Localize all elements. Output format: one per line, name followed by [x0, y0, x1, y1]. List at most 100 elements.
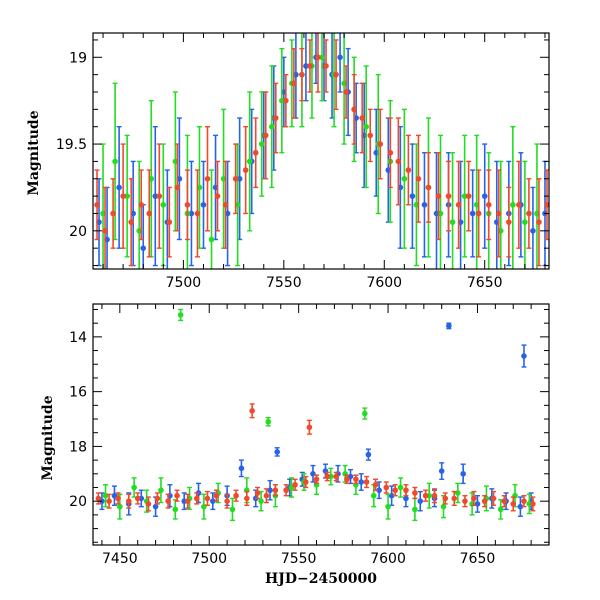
- top-data-point: [401, 175, 408, 182]
- bottom-data-point: [174, 492, 180, 499]
- top-ytick-label: 19.5: [56, 137, 87, 153]
- bottom-data-point: [106, 498, 112, 504]
- top-data-point: [102, 228, 108, 234]
- bottom-data-point: [95, 495, 102, 502]
- top-data-point: [242, 167, 249, 173]
- bottom-data-point: [344, 476, 350, 483]
- bottom-data-point: [238, 465, 245, 472]
- top-data-point: [323, 63, 329, 69]
- bottom-data-point: [272, 487, 279, 494]
- top-data-point: [485, 201, 492, 208]
- bottom-data-point: [365, 451, 372, 458]
- bottom-data-point: [431, 492, 438, 499]
- bottom-data-point: [274, 449, 280, 455]
- bottom-data-point: [265, 418, 272, 425]
- top-data-point: [299, 71, 305, 78]
- bottom-data-point: [333, 473, 340, 480]
- top-data-point: [469, 210, 476, 217]
- top-data-point: [495, 210, 502, 217]
- bottom-data-point: [152, 503, 159, 510]
- bottom-data-point: [392, 487, 399, 494]
- top-data-point: [475, 210, 482, 217]
- top-data-point: [184, 201, 191, 208]
- bottom-data-point: [229, 506, 236, 513]
- top-data-point: [258, 141, 265, 147]
- top-data-point: [120, 193, 126, 199]
- top-data-point: [208, 236, 215, 243]
- bottom-xtick-label: 7450: [102, 551, 138, 567]
- top-data-point: [343, 89, 349, 95]
- top-data-point: [544, 201, 549, 208]
- top-data-point: [449, 219, 456, 225]
- bottom-data-point: [422, 492, 429, 499]
- top-data-point: [409, 193, 416, 199]
- bottom-data-point: [210, 498, 216, 504]
- top-data-point: [138, 201, 145, 208]
- top-ytick-label: 20: [69, 224, 87, 240]
- top-data-point: [333, 71, 339, 78]
- bottom-data-point: [481, 498, 488, 504]
- top-data-point: [405, 167, 412, 173]
- bottom-data-point: [510, 501, 517, 507]
- bottom-data-point: [521, 353, 527, 359]
- top-data-point: [112, 158, 118, 165]
- top-data-point: [283, 97, 289, 104]
- top-data-point: [262, 132, 269, 139]
- bottom-ytick-label: 14: [69, 330, 87, 346]
- top-panel: Magnitude 7500 7550 7600 7650 19 19.5 20: [26, 32, 550, 291]
- top-data-point: [188, 210, 195, 217]
- top-data-point: [319, 54, 325, 61]
- bottom-data-point: [451, 495, 458, 502]
- top-ytick-label: 19: [69, 50, 87, 66]
- bottom-ytick-label: 18: [69, 439, 87, 455]
- bottom-data-point: [165, 498, 171, 504]
- top-data-point: [214, 193, 221, 199]
- top-data-point: [303, 63, 309, 69]
- bottom-frame: [92, 303, 550, 546]
- bottom-xtick-label: 7550: [281, 551, 317, 567]
- bottom-data-point: [462, 498, 468, 504]
- top-data-point: [252, 149, 259, 156]
- bottom-data-point: [193, 495, 200, 502]
- top-data-point: [455, 201, 462, 208]
- bottom-data-point: [403, 487, 409, 494]
- bottom-data-point: [292, 481, 298, 488]
- bottom-data-point: [184, 498, 191, 504]
- top-data-point: [516, 201, 522, 208]
- top-data-point: [156, 193, 163, 199]
- top-data-point: [279, 97, 285, 104]
- top-ylabel: Magnitude: [26, 110, 42, 195]
- bottom-data-point: [172, 506, 179, 513]
- top-data-point: [140, 245, 147, 251]
- bottom-xtick-label: 7650: [460, 551, 496, 567]
- top-xtick-label: 7500: [166, 275, 202, 291]
- top-data-point: [146, 210, 153, 217]
- top-data-point: [204, 175, 211, 182]
- top-frame: [92, 32, 550, 270]
- top-data-point: [232, 175, 239, 182]
- bottom-plot-area: [95, 308, 536, 522]
- top-data-point: [124, 193, 130, 199]
- bottom-data-point: [324, 473, 331, 480]
- bottom-data-point: [397, 484, 404, 491]
- top-data-point: [377, 141, 384, 147]
- top-data-point: [291, 80, 297, 87]
- top-data-point: [194, 210, 201, 217]
- bottom-data-point: [145, 501, 152, 507]
- bottom-data-point: [249, 408, 255, 414]
- top-data-point: [421, 201, 428, 208]
- bottom-data-point: [177, 312, 184, 318]
- bottom-ytick-label: 20: [69, 494, 87, 510]
- bottom-data-point: [362, 410, 368, 417]
- bottom-data-point: [372, 481, 379, 488]
- bottom-data-point: [363, 479, 370, 485]
- bottom-data-point: [258, 498, 264, 504]
- bottom-data-point: [233, 492, 239, 499]
- top-data-point: [222, 201, 229, 208]
- bottom-data-point: [501, 498, 508, 504]
- top-data-point: [152, 193, 159, 199]
- bottom-xlabel: HJD−2450000: [265, 571, 377, 587]
- bottom-panel: Magnitude HJD−2450000 7450 7500 7550 7600 76…: [40, 303, 550, 587]
- bottom-data-point: [403, 495, 409, 502]
